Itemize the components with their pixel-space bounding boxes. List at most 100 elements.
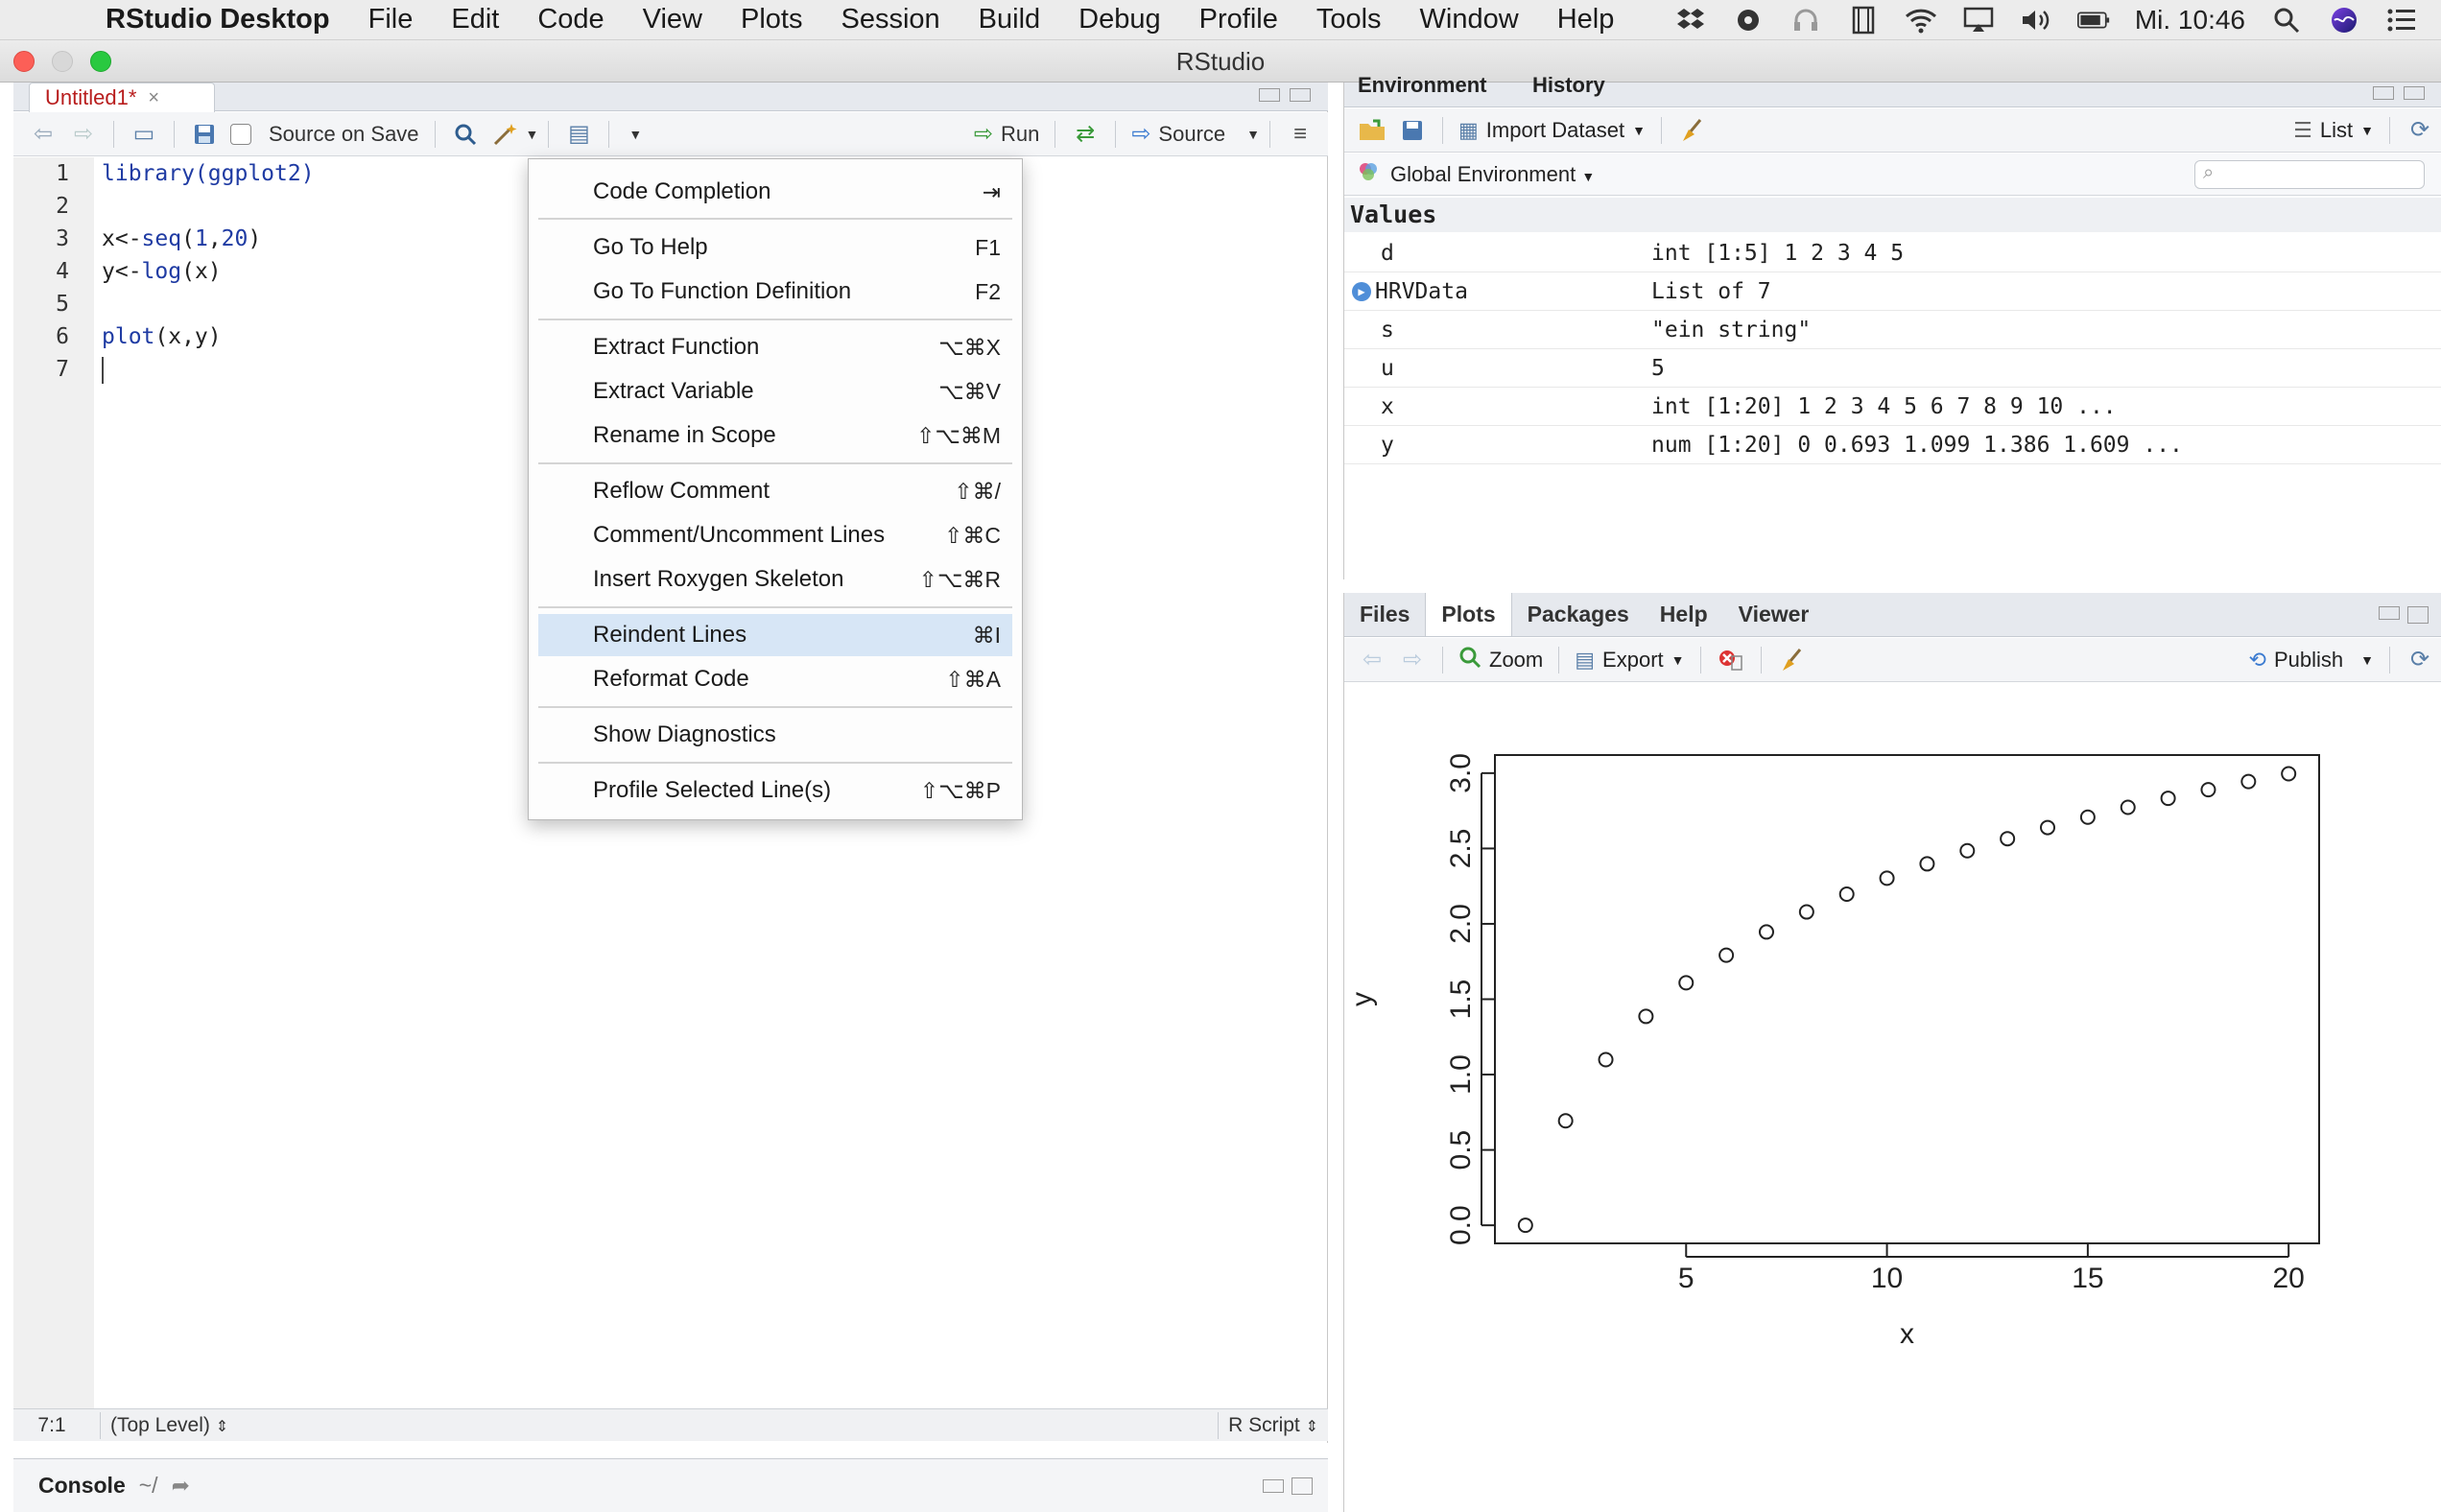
remove-plot-icon[interactable] bbox=[1717, 646, 1745, 674]
back-arrow-icon[interactable]: ⇦ bbox=[33, 121, 54, 147]
menu-plots[interactable]: Plots bbox=[741, 4, 803, 35]
menu-item-rename-in-scope[interactable]: Rename in Scope ⇧⌥⌘M bbox=[593, 422, 1001, 448]
chevron-down-icon[interactable]: ▼ bbox=[628, 126, 643, 142]
minimize-pane-button[interactable] bbox=[1259, 88, 1280, 102]
broom-icon[interactable] bbox=[1677, 116, 1706, 145]
env-row-x[interactable]: x int [1:20] 1 2 3 4 5 6 7 8 9 10 ... bbox=[1344, 388, 2441, 426]
open-folder-icon[interactable] bbox=[1358, 116, 1386, 145]
expand-arrow-icon[interactable]: ▶ bbox=[1352, 281, 1371, 301]
maximize-pane-button[interactable] bbox=[2404, 86, 2425, 100]
previous-plot-icon[interactable]: ⇦ bbox=[1362, 647, 1383, 673]
scope-selector[interactable]: (Top Level) ⇕ bbox=[110, 1413, 229, 1436]
menu-profile[interactable]: Profile bbox=[1198, 4, 1278, 35]
menu-tools[interactable]: Tools bbox=[1315, 4, 1382, 35]
save-icon[interactable] bbox=[190, 120, 219, 149]
maximize-pane-button[interactable] bbox=[1292, 1477, 1313, 1495]
menu-item-reflow-comment[interactable]: Reflow Comment ⇧⌘/ bbox=[593, 478, 1001, 504]
refresh-icon[interactable]: ⟳ bbox=[2409, 117, 2430, 143]
menu-build[interactable]: Build bbox=[978, 4, 1041, 35]
minimize-pane-button[interactable] bbox=[2379, 606, 2400, 620]
zoom-window-button[interactable] bbox=[90, 51, 111, 72]
refresh-icon[interactable]: ⟳ bbox=[2409, 647, 2430, 673]
menu-code[interactable]: Code bbox=[537, 4, 604, 35]
file-type-selector[interactable]: R Script ⇕ bbox=[1228, 1413, 1318, 1436]
tab-files[interactable]: Files bbox=[1360, 602, 1410, 626]
minimize-pane-button[interactable] bbox=[2373, 86, 2394, 100]
minimize-pane-button[interactable] bbox=[1263, 1478, 1284, 1493]
maximize-pane-button[interactable] bbox=[1290, 88, 1311, 102]
menu-edit[interactable]: Edit bbox=[451, 4, 500, 35]
menu-item-profile-selected-lines[interactable]: Profile Selected Line(s) ⇧⌥⌘P bbox=[593, 777, 1001, 803]
save-workspace-icon[interactable] bbox=[1398, 116, 1427, 145]
airplay-icon[interactable] bbox=[1962, 6, 1995, 35]
code-line[interactable]: y<-log(x) bbox=[102, 259, 222, 284]
rerun-icon[interactable]: ⇄ bbox=[1076, 121, 1096, 147]
menu-view[interactable]: View bbox=[642, 4, 703, 35]
run-button[interactable]: ⇨ Run bbox=[968, 120, 1045, 148]
code-line[interactable]: library(ggplot2) bbox=[102, 161, 315, 186]
environment-search-input[interactable]: ⌕ bbox=[2194, 160, 2425, 189]
tab-packages[interactable]: Packages bbox=[1527, 602, 1629, 626]
code-line[interactable]: plot(x,y) bbox=[102, 324, 222, 349]
code-area[interactable]: library(ggplot2) x<-seq(1,20) y<-log(x) … bbox=[102, 157, 1320, 386]
code-line[interactable]: x<-seq(1,20) bbox=[102, 226, 262, 251]
console-tab[interactable]: Console bbox=[38, 1473, 126, 1498]
menu-app-name[interactable]: RStudio Desktop bbox=[106, 4, 330, 35]
search-icon[interactable] bbox=[2270, 6, 2303, 35]
menu-item-comment-uncomment-lines[interactable]: Comment/Uncomment Lines ⇧⌘C bbox=[593, 522, 1001, 548]
code-line-cursor[interactable] bbox=[102, 353, 1320, 386]
tab-plots[interactable]: Plots bbox=[1425, 593, 1512, 636]
siri-icon[interactable] bbox=[2328, 6, 2360, 35]
compile-report-icon[interactable]: ▤ bbox=[568, 121, 590, 147]
tab-viewer[interactable]: Viewer bbox=[1738, 602, 1810, 626]
close-tab-icon[interactable]: × bbox=[148, 86, 160, 108]
show-in-window-icon[interactable]: ▭ bbox=[132, 121, 155, 147]
menu-item-go-to-help[interactable]: Go To Help F1 bbox=[593, 234, 1001, 260]
tab-help[interactable]: Help bbox=[1659, 602, 1708, 626]
env-row-y[interactable]: y num [1:20] 0 0.693 1.099 1.386 1.609 ..… bbox=[1344, 426, 2441, 464]
cloud-icon[interactable] bbox=[1732, 6, 1765, 35]
menu-item-extract-function[interactable]: Extract Function ⌥⌘X bbox=[593, 334, 1001, 360]
headphones-icon[interactable] bbox=[1789, 6, 1822, 35]
tab-environment[interactable]: Environment bbox=[1358, 73, 1487, 97]
menu-item-show-diagnostics[interactable]: Show Diagnostics bbox=[593, 721, 776, 747]
menu-item-code-completion[interactable]: Code Completion ⇥ bbox=[593, 178, 1001, 204]
list-icon[interactable] bbox=[2385, 6, 2418, 35]
env-row-d[interactable]: d int [1:5] 1 2 3 4 5 bbox=[1344, 234, 2441, 272]
chevron-down-icon[interactable]: ▼ bbox=[1246, 126, 1260, 142]
menu-debug[interactable]: Debug bbox=[1078, 4, 1161, 35]
document-outline-icon[interactable]: ≡ bbox=[1292, 120, 1307, 147]
tab-untitled1[interactable]: Untitled1* × bbox=[29, 83, 215, 112]
code-tools-wand-icon[interactable] bbox=[491, 120, 520, 149]
menu-item-insert-roxygen-skeleton[interactable]: Insert Roxygen Skeleton ⇧⌥⌘R bbox=[593, 566, 1001, 592]
find-replace-icon[interactable] bbox=[451, 120, 480, 149]
source-on-save-toggle[interactable]: Source on Save bbox=[225, 122, 425, 147]
menu-file[interactable]: File bbox=[367, 4, 414, 35]
next-plot-icon[interactable]: ⇨ bbox=[1402, 647, 1423, 673]
menu-item-reindent-lines[interactable]: Reindent Lines ⌘I bbox=[538, 614, 1012, 656]
minimize-window-button[interactable] bbox=[52, 51, 73, 72]
close-window-button[interactable] bbox=[13, 51, 35, 72]
clear-all-plots-broom-icon[interactable] bbox=[1777, 646, 1806, 674]
go-to-directory-icon[interactable]: ➦ bbox=[171, 1473, 190, 1498]
menu-item-extract-variable[interactable]: Extract Variable ⌥⌘V bbox=[593, 378, 1001, 404]
publish-button[interactable]: ⟲ Publish ▼ bbox=[2243, 648, 2380, 673]
dropbox-icon[interactable] bbox=[1674, 6, 1707, 35]
tab-history[interactable]: History bbox=[1532, 73, 1605, 97]
view-mode-selector[interactable]: ☰ List ▼ bbox=[2287, 118, 2380, 143]
environment-scope-selector[interactable]: Global Environment ▼ bbox=[1390, 161, 1596, 186]
menu-window[interactable]: Window bbox=[1419, 4, 1519, 35]
menu-help[interactable]: Help bbox=[1556, 4, 1615, 35]
menu-session[interactable]: Session bbox=[841, 4, 940, 35]
env-row-s[interactable]: s "ein string" bbox=[1344, 311, 2441, 349]
film-icon[interactable] bbox=[1847, 6, 1880, 35]
source-button[interactable]: ⇨ Source bbox=[1126, 120, 1231, 148]
chevron-down-icon[interactable]: ▼ bbox=[525, 126, 539, 142]
menu-item-go-to-function-definition[interactable]: Go To Function Definition F2 bbox=[593, 278, 1001, 304]
source-on-save-checkbox[interactable] bbox=[230, 123, 251, 145]
import-dataset-button[interactable]: ▦ Import Dataset ▼ bbox=[1453, 118, 1651, 143]
env-row-hrvdata[interactable]: ▶ HRVData List of 7 bbox=[1344, 272, 2441, 311]
volume-icon[interactable] bbox=[2020, 6, 2052, 35]
menubar-clock[interactable]: Mi. 10:46 bbox=[2134, 4, 2245, 35]
export-button[interactable]: ▤ Export ▼ bbox=[1569, 648, 1690, 673]
